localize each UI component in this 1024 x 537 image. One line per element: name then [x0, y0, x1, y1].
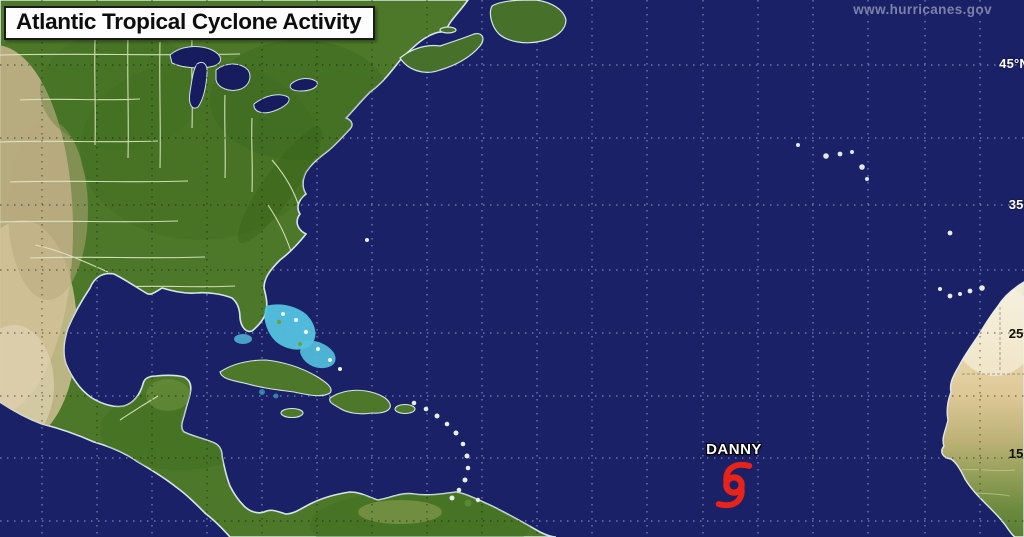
- tropical-storm-icon[interactable]: [713, 460, 755, 510]
- hispaniola-island: [329, 389, 391, 415]
- madeira-island: [947, 230, 953, 236]
- great-lakes: [169, 46, 318, 114]
- canary-islands: [938, 285, 985, 299]
- cuba-island: [219, 359, 332, 397]
- watermark: www.hurricanes.gov: [853, 2, 992, 17]
- title-box: Atlantic Tropical Cyclone Activity: [4, 6, 376, 40]
- latitude-label-25n: 25°: [1008, 326, 1024, 341]
- bahamas-banks: [234, 304, 342, 399]
- americas-terrain-detail: [0, 30, 530, 537]
- greater-antilles: [219, 359, 416, 419]
- storm-marker-danny[interactable]: DANNY: [693, 441, 775, 510]
- nova-scotia-newfoundland: [399, 0, 567, 73]
- latitude-label-35n: 35°: [1008, 197, 1024, 212]
- latitude-label-45n: 45°N: [999, 56, 1024, 71]
- jamaica-island: [280, 407, 304, 419]
- puerto-rico-island: [394, 403, 416, 415]
- storm-name-label: DANNY: [706, 441, 762, 458]
- latitude-label-15n: 15°: [1008, 446, 1024, 461]
- bermuda-island: [365, 238, 369, 242]
- azores-islands: [796, 143, 869, 181]
- page-title: Atlantic Tropical Cyclone Activity: [16, 9, 362, 34]
- lesser-antilles-islands: [411, 400, 481, 507]
